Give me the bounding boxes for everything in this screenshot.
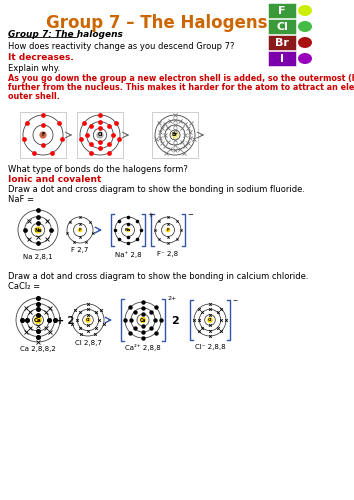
- Text: Group 7: The halogens: Group 7: The halogens: [8, 30, 123, 39]
- FancyBboxPatch shape: [268, 51, 296, 66]
- Text: +: +: [147, 212, 153, 218]
- Ellipse shape: [298, 53, 312, 64]
- Circle shape: [166, 228, 170, 232]
- Text: Cl⁻ 2,8,8: Cl⁻ 2,8,8: [195, 344, 225, 350]
- Text: Na: Na: [34, 228, 42, 232]
- Text: Cl: Cl: [97, 132, 103, 138]
- Ellipse shape: [298, 21, 312, 32]
- Circle shape: [207, 317, 213, 323]
- Text: −: −: [232, 297, 237, 302]
- Circle shape: [140, 317, 146, 323]
- Text: outer shell.: outer shell.: [8, 92, 60, 101]
- Text: How does reactivity change as you descend Group 7?: How does reactivity change as you descen…: [8, 42, 234, 51]
- Text: 2: 2: [171, 316, 179, 326]
- Circle shape: [171, 132, 179, 138]
- Text: CaCl₂ =: CaCl₂ =: [8, 282, 40, 291]
- Text: Ionic and covalent: Ionic and covalent: [8, 175, 101, 184]
- Text: Cl: Cl: [208, 318, 212, 322]
- Text: Na: Na: [125, 228, 131, 232]
- Text: Cl 2,8,7: Cl 2,8,7: [75, 340, 102, 346]
- Ellipse shape: [298, 5, 312, 16]
- Text: + 2: + 2: [56, 316, 74, 326]
- Text: As you go down the group a new electron shell is added, so the outermost (highes: As you go down the group a new electron …: [8, 74, 354, 83]
- Circle shape: [39, 132, 47, 138]
- Text: Cl: Cl: [276, 22, 288, 32]
- Text: 2+: 2+: [167, 296, 176, 301]
- Text: Draw a dot and cross diagram to show the bonding in sodium fluoride.: Draw a dot and cross diagram to show the…: [8, 185, 305, 194]
- Text: F: F: [278, 6, 286, 16]
- Text: −: −: [187, 212, 193, 218]
- Ellipse shape: [298, 37, 312, 48]
- Circle shape: [34, 226, 42, 234]
- Text: Group 7 – The Halogens: Group 7 – The Halogens: [46, 14, 268, 32]
- Text: NaF =: NaF =: [8, 195, 34, 204]
- Text: I: I: [280, 54, 284, 64]
- Text: Ca: Ca: [34, 318, 42, 322]
- Text: Na 2,8,1: Na 2,8,1: [23, 254, 53, 260]
- Text: Br: Br: [275, 38, 289, 48]
- Text: Cl: Cl: [86, 318, 90, 322]
- Circle shape: [34, 316, 42, 324]
- Text: F 2,7: F 2,7: [71, 247, 89, 253]
- Circle shape: [126, 228, 130, 232]
- Text: Br: Br: [172, 132, 178, 138]
- Text: F⁻ 2,8: F⁻ 2,8: [158, 251, 178, 257]
- Text: F: F: [79, 228, 81, 232]
- Text: It decreases.: It decreases.: [8, 53, 74, 62]
- FancyBboxPatch shape: [268, 35, 296, 50]
- Circle shape: [96, 132, 104, 138]
- Text: further from the nucleus. This makes it harder for the atom to attract an electr: further from the nucleus. This makes it …: [8, 83, 354, 92]
- Text: Explain why.: Explain why.: [8, 64, 60, 73]
- FancyBboxPatch shape: [268, 19, 296, 34]
- Text: Na⁺ 2,8: Na⁺ 2,8: [115, 251, 141, 258]
- Circle shape: [85, 317, 91, 323]
- Text: F: F: [167, 228, 169, 232]
- Text: What type of bonds do the halogens form?: What type of bonds do the halogens form?: [8, 165, 188, 174]
- Text: Ca: Ca: [140, 318, 146, 322]
- Text: Ca 2,8,8,2: Ca 2,8,8,2: [20, 346, 56, 352]
- FancyBboxPatch shape: [268, 3, 296, 18]
- Text: Draw a dot and cross diagram to show the bonding in calcium chloride.: Draw a dot and cross diagram to show the…: [8, 272, 308, 281]
- Text: F: F: [41, 132, 45, 138]
- Text: Ca²⁺ 2,8,8: Ca²⁺ 2,8,8: [125, 344, 161, 351]
- Circle shape: [78, 228, 82, 232]
